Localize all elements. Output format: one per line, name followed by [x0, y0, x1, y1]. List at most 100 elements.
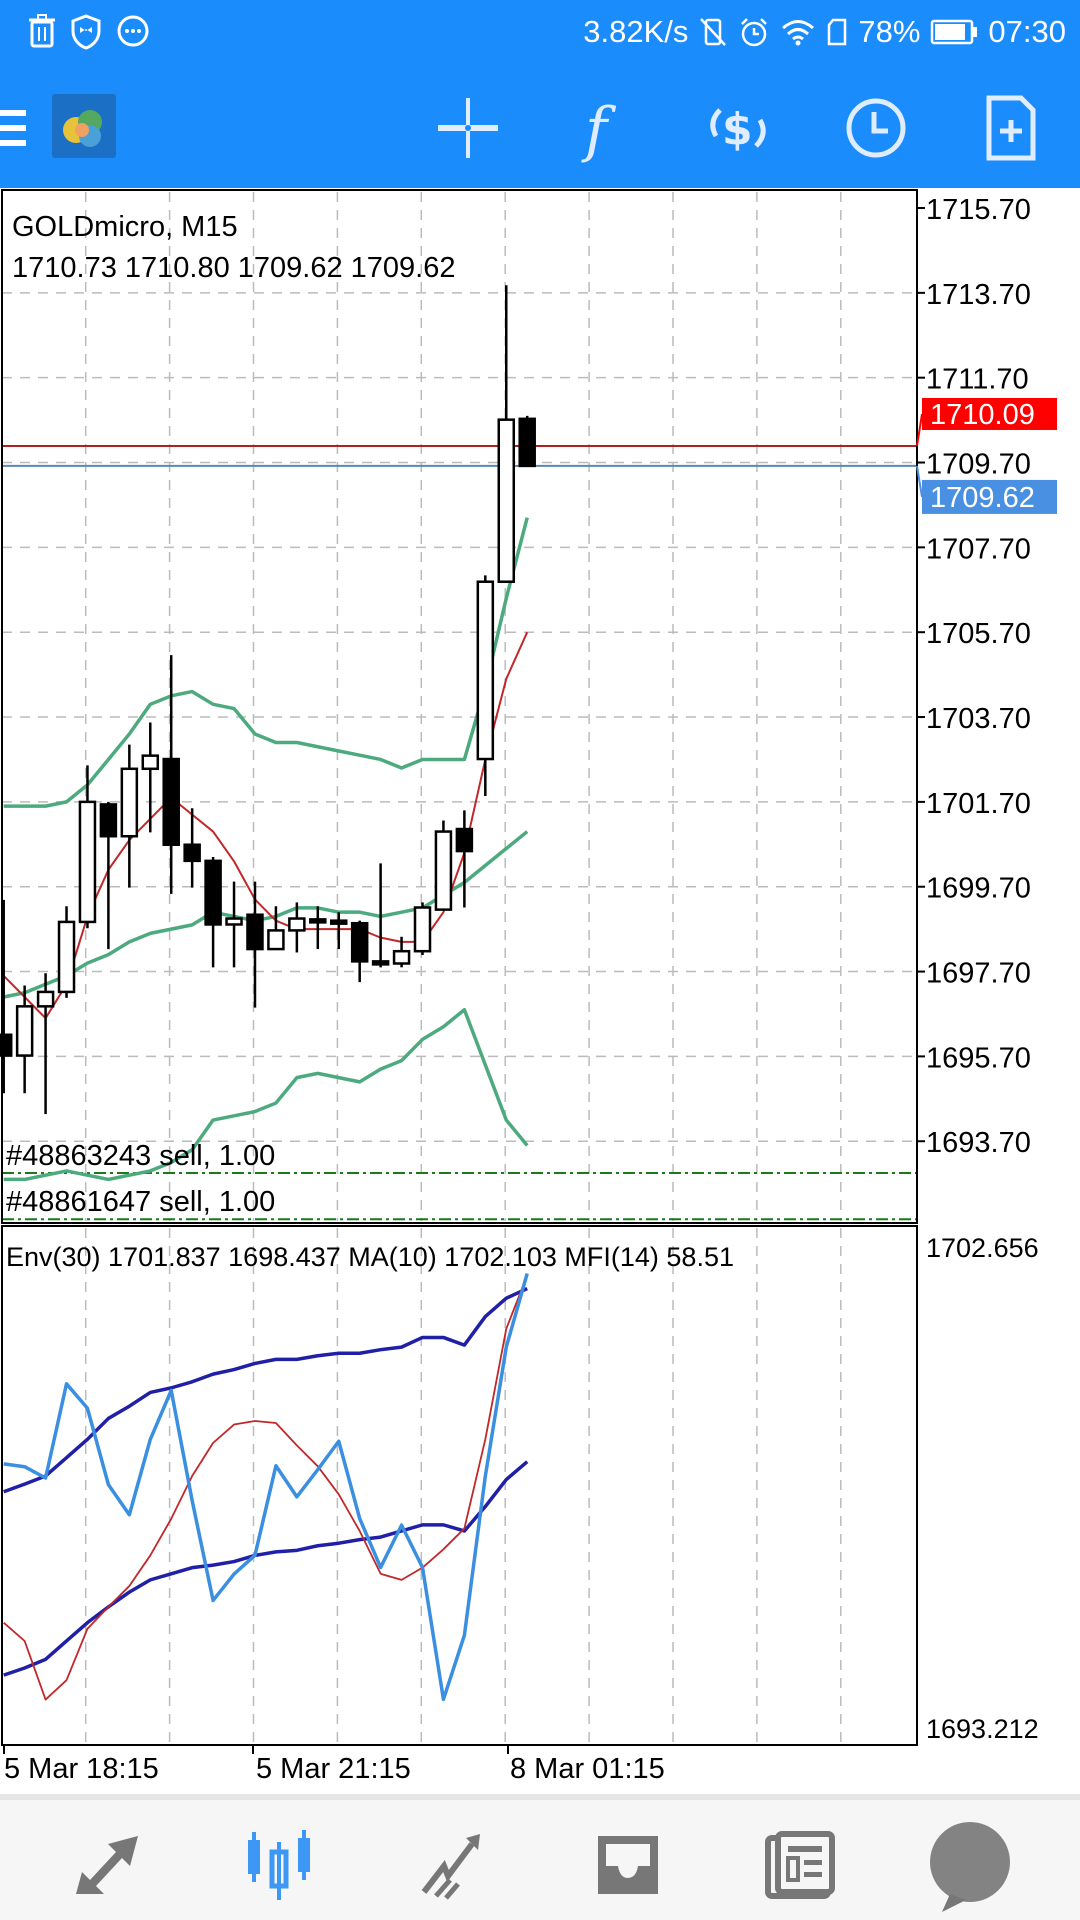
bull-candle	[225, 881, 243, 968]
bear-candle	[371, 863, 390, 968]
price-chart[interactable]: 1715.70 1713.70 1711.70 1709.70 1707.70 1705.…	[0, 188, 1080, 1794]
bear-candle	[246, 881, 264, 1008]
candle-body	[36, 990, 55, 1008]
bull-candle	[36, 973, 55, 1115]
bull-candle	[392, 936, 411, 968]
svg-text:f: f	[581, 95, 617, 164]
candle-body	[0, 1033, 13, 1057]
candle-body	[392, 949, 411, 965]
indicators-f-icon[interactable]: f	[565, 92, 637, 164]
candle-body	[15, 1005, 34, 1057]
price-axis-label: 1705.70	[926, 618, 1031, 650]
net-speed: 3.82K/s	[583, 14, 689, 49]
candle-body	[225, 917, 243, 926]
bear-candle	[350, 920, 369, 983]
history-icon[interactable]	[588, 1830, 668, 1900]
bear-candle	[455, 810, 474, 908]
price-pane-border	[1, 189, 918, 1224]
bear-candle	[329, 912, 348, 950]
time-label: 5 Mar 21:15	[256, 1753, 411, 1785]
candle-body	[329, 919, 348, 925]
time-label: 5 Mar 18:15	[4, 1753, 159, 1785]
bear-candle	[183, 808, 201, 888]
bull-candle	[413, 902, 432, 956]
band-upper-line	[3, 517, 529, 808]
indicator-min-label: 1693.212	[926, 1714, 1039, 1744]
sim-icon	[828, 18, 847, 46]
clock: 07:30	[988, 14, 1066, 49]
candle-body	[309, 918, 327, 924]
wifi-icon	[782, 20, 815, 46]
status-bar: 3.82K/s 78% 07:30	[0, 0, 1080, 70]
candle-body	[476, 580, 495, 761]
indicator-max-label: 1702.656	[926, 1233, 1039, 1263]
indicator-legend: Env(30) 1701.837 1698.437 MA(10) 1702.10…	[6, 1242, 734, 1272]
order-label[interactable]: #48861647 sell, 1.00	[6, 1186, 275, 1218]
env-upper-line	[3, 1286, 528, 1494]
trade-icon[interactable]	[414, 1830, 494, 1900]
bottom-nav	[0, 1794, 1080, 1920]
band-lower-line	[3, 1007, 529, 1182]
time-label: 8 Mar 01:15	[510, 1753, 665, 1785]
bull-candle	[267, 906, 285, 951]
candles	[0, 285, 536, 1115]
shield-icon	[71, 14, 101, 50]
candle-body	[141, 754, 160, 771]
candle-body	[99, 803, 118, 838]
bear-candle	[309, 906, 327, 950]
bear-candle	[0, 899, 13, 1094]
bull-candle	[120, 744, 139, 888]
trash-icon	[29, 14, 55, 48]
menu-icon[interactable]	[0, 108, 28, 148]
news-icon[interactable]	[762, 1830, 842, 1900]
timeframe-clock-icon[interactable]	[840, 92, 912, 164]
ma10-line	[3, 1274, 529, 1701]
bid-price-tag: 1709.62	[916, 465, 1057, 514]
svg-text:$: $	[722, 104, 753, 155]
candle-body	[267, 929, 285, 951]
price-axis-label: 1709.70	[926, 449, 1031, 481]
more-dots-icon	[117, 15, 149, 47]
bear-candle	[204, 857, 222, 968]
chart-grid	[2, 192, 925, 1754]
new-order-icon[interactable]	[975, 92, 1047, 164]
ohlc-readout: 1710.73 1710.80 1709.62 1709.62	[12, 252, 455, 284]
bear-candle	[162, 655, 180, 894]
watermark-bubble	[930, 1822, 1010, 1912]
bull-candle	[57, 906, 76, 998]
candle-body	[288, 917, 306, 932]
mfi-line	[3, 1273, 529, 1702]
trade-dollar-icon[interactable]: $	[702, 92, 774, 164]
candle-body	[246, 913, 264, 951]
candle-body	[371, 960, 390, 966]
candle-body	[57, 920, 76, 994]
candle-body	[350, 921, 369, 963]
crosshair-icon[interactable]	[432, 92, 504, 164]
vibrate-off-icon	[700, 18, 727, 46]
bull-candle	[434, 820, 453, 911]
candle-body	[413, 906, 432, 953]
quotes-icon[interactable]	[68, 1830, 148, 1900]
env-lower-line	[3, 1460, 529, 1677]
price-axis-label: 1699.70	[926, 873, 1031, 905]
price-axis-label: 1697.70	[926, 958, 1031, 990]
order-label[interactable]: #48863243 sell, 1.00	[6, 1140, 275, 1172]
bull-candle	[141, 722, 160, 833]
bear-candle	[518, 415, 536, 468]
candle-body	[204, 859, 222, 926]
bull-candle	[497, 285, 516, 583]
bull-candle	[476, 575, 495, 796]
price-axis-label: 1707.70	[926, 533, 1031, 565]
bull-candle	[288, 902, 306, 953]
battery-percent: 78%	[858, 14, 921, 49]
candle-body	[434, 830, 453, 911]
alarm-icon	[741, 18, 768, 47]
battery-icon	[931, 19, 978, 45]
metatrader-logo	[52, 94, 116, 158]
bear-candle	[99, 801, 118, 950]
candle-body	[497, 418, 516, 583]
price-axis-label: 1701.70	[926, 788, 1031, 820]
app-bar: f $	[0, 70, 1080, 188]
svg-text:1709.62: 1709.62	[930, 482, 1035, 514]
chart-icon[interactable]	[240, 1830, 320, 1900]
